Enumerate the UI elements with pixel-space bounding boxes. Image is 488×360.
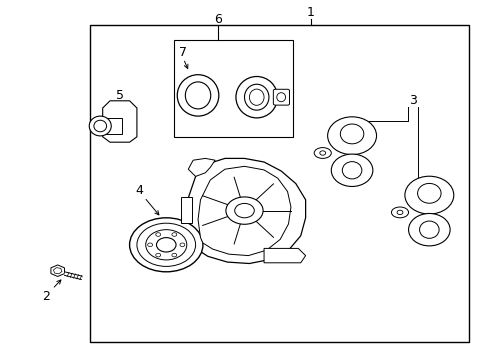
Circle shape xyxy=(155,233,160,236)
Bar xyxy=(95,118,122,134)
Ellipse shape xyxy=(185,82,210,109)
Polygon shape xyxy=(102,101,137,142)
Text: 7: 7 xyxy=(179,46,187,59)
Ellipse shape xyxy=(408,213,449,246)
Circle shape xyxy=(155,253,160,257)
Circle shape xyxy=(145,230,186,260)
Circle shape xyxy=(172,233,177,236)
Circle shape xyxy=(156,238,176,252)
Text: 3: 3 xyxy=(408,94,416,107)
Ellipse shape xyxy=(342,162,361,179)
Ellipse shape xyxy=(391,207,408,218)
Circle shape xyxy=(147,243,152,247)
Circle shape xyxy=(172,253,176,257)
Polygon shape xyxy=(264,248,305,263)
Ellipse shape xyxy=(249,89,264,105)
Polygon shape xyxy=(188,158,215,176)
Ellipse shape xyxy=(235,77,277,118)
Polygon shape xyxy=(198,166,290,256)
Text: 5: 5 xyxy=(116,89,123,102)
Text: 4: 4 xyxy=(135,184,143,197)
Text: 1: 1 xyxy=(306,6,314,19)
Ellipse shape xyxy=(319,151,325,155)
Ellipse shape xyxy=(94,120,106,132)
Bar xyxy=(90,25,468,342)
Ellipse shape xyxy=(404,176,453,214)
Bar xyxy=(181,197,191,223)
Ellipse shape xyxy=(313,148,330,158)
FancyBboxPatch shape xyxy=(273,89,289,105)
Circle shape xyxy=(137,223,195,266)
Circle shape xyxy=(129,218,203,272)
Circle shape xyxy=(234,203,254,218)
Text: 2: 2 xyxy=(42,291,50,303)
Ellipse shape xyxy=(327,117,376,155)
Ellipse shape xyxy=(244,84,268,110)
Ellipse shape xyxy=(330,154,372,186)
Ellipse shape xyxy=(417,184,440,203)
Circle shape xyxy=(180,243,184,247)
Polygon shape xyxy=(185,158,305,264)
Ellipse shape xyxy=(276,93,285,102)
Ellipse shape xyxy=(89,116,111,136)
Text: 6: 6 xyxy=(213,13,221,26)
Ellipse shape xyxy=(396,210,402,215)
Bar xyxy=(173,40,293,137)
Ellipse shape xyxy=(177,75,219,116)
Ellipse shape xyxy=(419,221,438,238)
Ellipse shape xyxy=(340,124,363,144)
Circle shape xyxy=(225,197,263,224)
